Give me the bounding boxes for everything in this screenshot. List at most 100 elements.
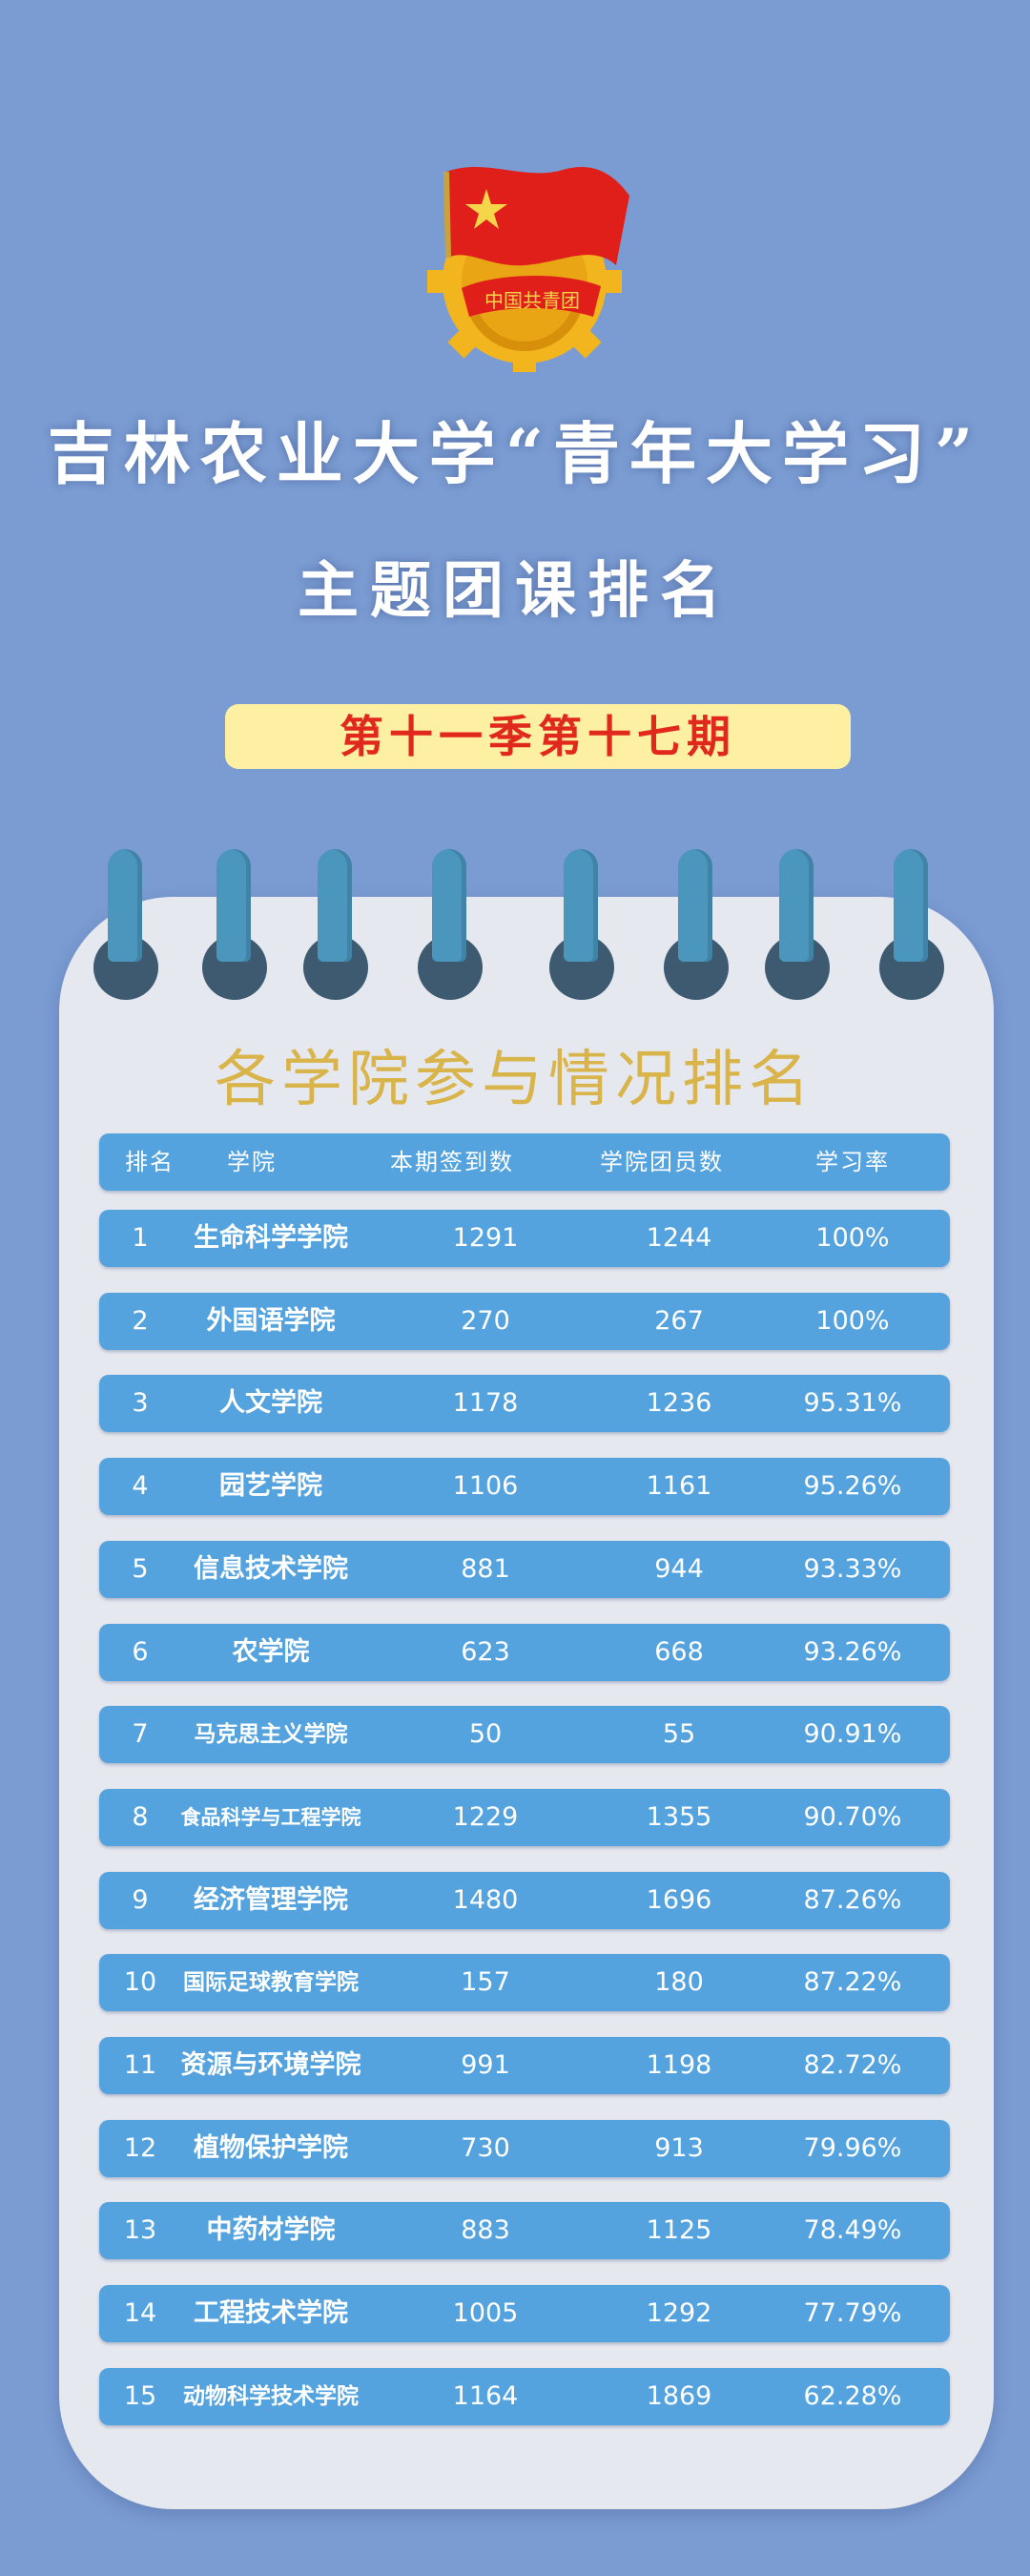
rate-cell: 87.26% bbox=[803, 1885, 902, 1915]
checkin-cell: 991 bbox=[461, 2050, 510, 2080]
header-rank: 排名 bbox=[125, 1149, 175, 1175]
page-title-line1: 吉林农业大学“青年大学习” bbox=[47, 414, 983, 493]
rank-cell: 6 bbox=[132, 1637, 149, 1667]
table-row: 3 人文学院 1178 1236 95.31% bbox=[99, 1375, 950, 1432]
college-cell: 动物科学技术学院 bbox=[183, 2384, 359, 2409]
rank-cell: 12 bbox=[123, 2133, 157, 2163]
header-rate: 学习率 bbox=[815, 1149, 890, 1175]
members-cell: 180 bbox=[654, 1967, 704, 1997]
svg-text:中国共青团: 中国共青团 bbox=[484, 289, 580, 312]
checkin-cell: 1005 bbox=[452, 2298, 519, 2328]
rate-cell: 77.79% bbox=[803, 2298, 902, 2328]
rank-cell: 11 bbox=[123, 2050, 157, 2080]
table-row: 9 经济管理学院 1480 1696 87.26% bbox=[99, 1872, 950, 1929]
binder-ring bbox=[303, 849, 370, 1002]
checkin-cell: 1178 bbox=[452, 1388, 519, 1418]
checkin-cell: 50 bbox=[468, 1719, 503, 1749]
rate-cell: 93.26% bbox=[803, 1637, 902, 1667]
table-row: 11 资源与环境学院 991 1198 82.72% bbox=[99, 2037, 950, 2094]
rank-cell: 8 bbox=[132, 1802, 149, 1832]
college-cell: 人文学院 bbox=[219, 1388, 322, 1418]
rate-cell: 100% bbox=[815, 1223, 890, 1253]
table-row: 13 中药材学院 883 1125 78.49% bbox=[99, 2202, 950, 2259]
rate-cell: 90.70% bbox=[803, 1802, 902, 1832]
rate-cell: 90.91% bbox=[803, 1719, 902, 1749]
rank-cell: 3 bbox=[132, 1388, 149, 1418]
members-cell: 1696 bbox=[646, 1885, 712, 1915]
rank-cell: 5 bbox=[132, 1554, 149, 1584]
college-cell: 园艺学院 bbox=[219, 1471, 322, 1501]
rate-cell: 78.49% bbox=[803, 2215, 902, 2245]
rank-cell: 1 bbox=[132, 1223, 149, 1253]
members-cell: 913 bbox=[654, 2133, 704, 2163]
rate-cell: 95.26% bbox=[803, 1471, 902, 1501]
members-cell: 1161 bbox=[646, 1471, 712, 1501]
college-cell: 食品科学与工程学院 bbox=[180, 1806, 361, 1829]
college-cell: 信息技术学院 bbox=[194, 1554, 348, 1584]
binder-ring bbox=[765, 849, 832, 1002]
binder-ring bbox=[93, 849, 160, 1002]
college-cell: 经济管理学院 bbox=[194, 1885, 348, 1915]
table-row: 2 外国语学院 270 267 100% bbox=[99, 1293, 950, 1350]
table-row: 7 马克思主义学院 50 55 90.91% bbox=[99, 1706, 950, 1763]
rank-cell: 9 bbox=[132, 1885, 149, 1915]
checkin-cell: 1164 bbox=[452, 2381, 519, 2411]
communist-youth-league-emblem: 中国共青团 bbox=[427, 167, 629, 372]
rate-cell: 100% bbox=[815, 1306, 890, 1336]
binder-ring bbox=[664, 849, 731, 1002]
college-cell: 中药材学院 bbox=[206, 2215, 336, 2245]
header-checkin: 本期签到数 bbox=[390, 1149, 514, 1175]
binder-ring bbox=[418, 849, 484, 1002]
checkin-cell: 157 bbox=[461, 1967, 510, 1997]
rank-cell: 14 bbox=[123, 2298, 157, 2328]
members-cell: 1244 bbox=[646, 1223, 712, 1253]
members-cell: 1292 bbox=[646, 2298, 712, 2328]
rate-cell: 95.31% bbox=[803, 1388, 902, 1418]
checkin-cell: 883 bbox=[461, 2215, 510, 2245]
college-cell: 国际足球教育学院 bbox=[183, 1970, 359, 1995]
members-cell: 944 bbox=[654, 1554, 704, 1584]
rank-cell: 13 bbox=[123, 2215, 157, 2245]
college-cell: 农学院 bbox=[232, 1637, 310, 1667]
members-cell: 1355 bbox=[646, 1802, 712, 1832]
checkin-cell: 623 bbox=[461, 1637, 510, 1667]
checkin-cell: 1480 bbox=[452, 1885, 519, 1915]
rank-cell: 7 bbox=[132, 1719, 149, 1749]
members-cell: 267 bbox=[654, 1306, 704, 1336]
table-header: 排名 学院 本期签到数 学院团员数 学习率 bbox=[99, 1133, 950, 1191]
checkin-cell: 1106 bbox=[452, 1471, 519, 1501]
rate-cell: 87.22% bbox=[803, 1967, 902, 1997]
rank-cell: 4 bbox=[132, 1471, 149, 1501]
table-row: 1 生命科学学院 1291 1244 100% bbox=[99, 1210, 950, 1267]
page-title-line2: 主题团课排名 bbox=[298, 555, 732, 627]
binder-ring bbox=[549, 849, 616, 1002]
table-row: 5 信息技术学院 881 944 93.33% bbox=[99, 1541, 950, 1598]
table-row: 8 食品科学与工程学院 1229 1355 90.70% bbox=[99, 1789, 950, 1846]
members-cell: 1125 bbox=[646, 2215, 712, 2245]
rank-cell: 10 bbox=[123, 1967, 157, 1997]
table-row: 15 动物科学技术学院 1164 1869 62.28% bbox=[99, 2368, 950, 2425]
rank-cell: 15 bbox=[123, 2381, 157, 2411]
college-cell: 外国语学院 bbox=[206, 1306, 336, 1336]
members-cell: 1236 bbox=[646, 1388, 712, 1418]
college-cell: 资源与环境学院 bbox=[180, 2050, 361, 2080]
members-cell: 1198 bbox=[646, 2050, 712, 2080]
rate-cell: 93.33% bbox=[803, 1554, 902, 1584]
rank-cell: 2 bbox=[132, 1306, 149, 1336]
binder-ring bbox=[879, 849, 946, 1002]
rate-cell: 62.28% bbox=[803, 2381, 902, 2411]
members-cell: 1869 bbox=[646, 2381, 712, 2411]
table-row: 4 园艺学院 1106 1161 95.26% bbox=[99, 1458, 950, 1515]
college-cell: 植物保护学院 bbox=[194, 2133, 348, 2163]
college-cell: 生命科学学院 bbox=[194, 1223, 348, 1253]
rate-cell: 79.96% bbox=[803, 2133, 902, 2163]
checkin-cell: 881 bbox=[461, 1554, 510, 1584]
college-cell: 工程技术学院 bbox=[194, 2298, 348, 2328]
members-cell: 55 bbox=[662, 1719, 696, 1749]
table-row: 10 国际足球教育学院 157 180 87.22% bbox=[99, 1954, 950, 2011]
season-badge: 第十一季第十七期 bbox=[225, 704, 851, 769]
table-row: 14 工程技术学院 1005 1292 77.79% bbox=[99, 2285, 950, 2342]
header-college: 学院 bbox=[227, 1149, 277, 1175]
binder-ring bbox=[202, 849, 269, 1002]
header-members: 学院团员数 bbox=[600, 1149, 724, 1175]
